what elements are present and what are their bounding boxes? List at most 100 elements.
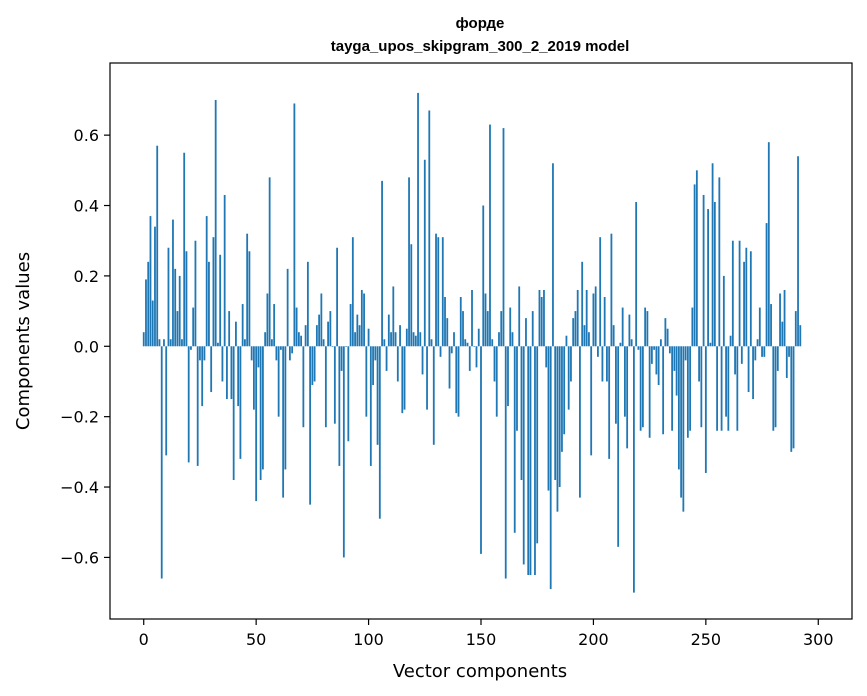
bar-248 xyxy=(700,346,703,428)
bar-75 xyxy=(311,346,314,385)
chart-subtitle: tayga_upos_skipgram_300_2_2019 model xyxy=(331,38,630,55)
bar-209 xyxy=(612,325,615,347)
bar-195 xyxy=(581,261,584,347)
bar-212 xyxy=(619,342,622,347)
bar-72 xyxy=(304,325,307,347)
bar-292 xyxy=(799,325,802,347)
bar-270 xyxy=(749,251,752,347)
bar-134 xyxy=(444,297,446,347)
x-tick-label: 0 xyxy=(139,630,149,649)
bar-35 xyxy=(221,346,224,382)
bar-44 xyxy=(241,304,244,347)
bar-143 xyxy=(464,339,467,347)
bar-80 xyxy=(322,339,325,347)
bar-245 xyxy=(693,184,696,347)
bar-250 xyxy=(704,346,707,473)
bar-108 xyxy=(385,346,388,371)
bar-65 xyxy=(288,346,291,361)
bar-99 xyxy=(365,346,368,417)
bar-6 xyxy=(156,145,159,347)
bar-171 xyxy=(527,346,530,576)
bar-117 xyxy=(405,328,408,347)
bar-284 xyxy=(781,321,784,347)
bar-281 xyxy=(774,346,777,428)
bar-70 xyxy=(300,335,303,347)
bar-28 xyxy=(205,216,208,347)
bar-7 xyxy=(158,339,161,347)
bar-111 xyxy=(392,286,395,347)
bar-118 xyxy=(408,177,410,347)
bar-132 xyxy=(439,346,442,357)
bar-45 xyxy=(244,339,246,347)
bar-253 xyxy=(711,163,714,347)
bar-287 xyxy=(788,346,790,357)
bar-115 xyxy=(401,346,404,414)
bar-175 xyxy=(536,346,539,544)
bar-275 xyxy=(761,346,763,357)
bar-125 xyxy=(423,159,426,347)
bar-112 xyxy=(394,332,397,347)
bar-119 xyxy=(410,244,413,347)
bar-42 xyxy=(237,346,240,407)
bar-173 xyxy=(531,311,534,347)
bar-197 xyxy=(585,289,588,347)
bar-22 xyxy=(192,307,195,347)
x-tick-label: 200 xyxy=(578,630,609,649)
bar-201 xyxy=(594,286,597,347)
bar-76 xyxy=(313,346,316,382)
bar-225 xyxy=(648,346,651,438)
y-tick-label: −0.4 xyxy=(60,478,99,497)
bar-101 xyxy=(369,346,372,466)
bar-215 xyxy=(626,346,629,449)
bar-146 xyxy=(471,289,473,347)
bar-15 xyxy=(176,311,179,347)
bar-149 xyxy=(477,328,480,347)
bar-232 xyxy=(664,318,667,347)
bar-162 xyxy=(507,346,509,407)
bar-152 xyxy=(484,293,487,347)
bar-230 xyxy=(659,339,662,347)
bar-138 xyxy=(453,332,455,347)
bar-140 xyxy=(457,346,460,417)
y-axis-label: Components values xyxy=(13,252,34,430)
bar-198 xyxy=(588,332,590,347)
bar-153 xyxy=(486,311,489,347)
bar-3 xyxy=(149,216,152,347)
bar-88 xyxy=(340,346,343,371)
bar-274 xyxy=(758,307,761,347)
bar-87 xyxy=(338,346,341,466)
y-tick-label: −0.2 xyxy=(60,408,99,427)
bar-98 xyxy=(363,293,365,347)
x-tick-label: 300 xyxy=(803,630,834,649)
bar-57 xyxy=(270,339,273,347)
bar-12 xyxy=(169,339,172,347)
y-tick-label: 0.0 xyxy=(74,337,99,356)
bar-216 xyxy=(628,314,631,347)
bar-145 xyxy=(468,346,471,371)
bar-241 xyxy=(684,346,687,361)
bar-159 xyxy=(500,311,503,347)
bar-24 xyxy=(196,346,199,466)
bar-62 xyxy=(282,346,285,498)
bar-100 xyxy=(367,328,370,347)
bar-74 xyxy=(309,346,312,505)
bar-263 xyxy=(734,346,736,375)
bar-262 xyxy=(731,240,734,347)
bar-238 xyxy=(677,346,680,470)
bar-223 xyxy=(644,307,647,347)
bar-182 xyxy=(552,163,554,347)
bar-240 xyxy=(682,346,685,512)
bar-141 xyxy=(459,297,462,347)
bar-104 xyxy=(376,346,379,445)
bar-199 xyxy=(590,346,593,456)
bar-260 xyxy=(727,346,730,431)
bar-222 xyxy=(641,346,644,428)
bar-202 xyxy=(597,346,599,357)
bar-124 xyxy=(421,346,424,375)
bar-276 xyxy=(763,346,766,357)
bar-264 xyxy=(736,346,739,431)
bar-243 xyxy=(689,346,692,431)
bar-256 xyxy=(718,177,721,347)
bar-259 xyxy=(725,346,727,417)
